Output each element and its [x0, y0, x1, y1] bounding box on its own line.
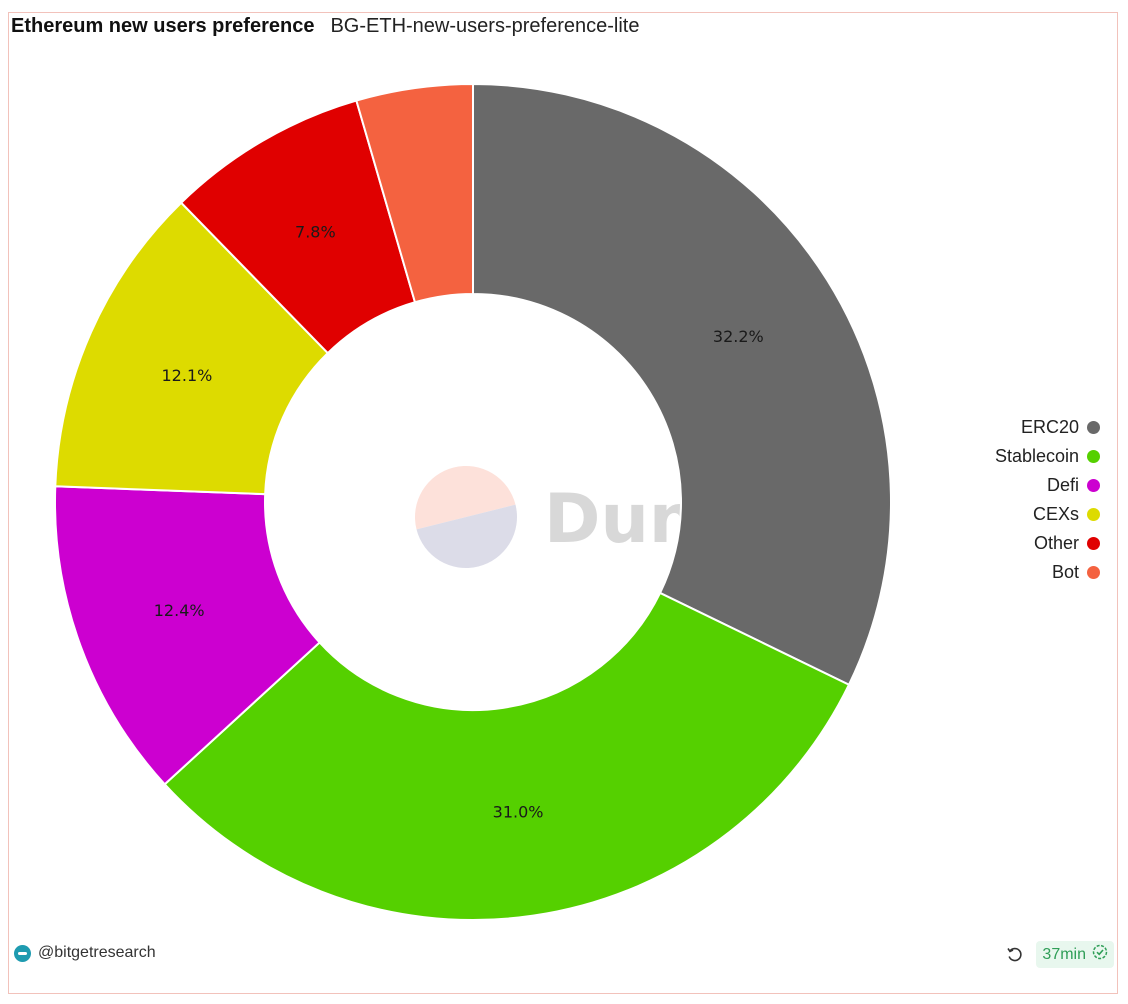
legend-item-bot[interactable]: Bot	[1052, 561, 1100, 583]
refresh-age-badge: 37min	[1036, 941, 1114, 968]
author-handle: @bitgetresearch	[38, 944, 156, 961]
slice-bot[interactable]	[355, 82, 474, 304]
author-link[interactable]: @bitgetresearch	[14, 944, 156, 962]
footer-status: 37min	[1004, 941, 1114, 968]
refresh-icon[interactable]	[1004, 944, 1026, 966]
dune-logo-bottom	[416, 504, 517, 568]
query-name[interactable]: BG-ETH-new-users-preference-lite	[330, 15, 640, 37]
legend-label: CEXs	[1032, 503, 1079, 524]
legend-color-dot	[1087, 536, 1100, 550]
legend-label: Defi	[1046, 474, 1079, 495]
slice-erc20[interactable]	[472, 82, 892, 687]
legend-label: Bot	[1051, 561, 1079, 582]
slice-label-stablecoin: 31.0%	[493, 803, 544, 822]
chart-header: Ethereum new users preference BG-ETH-new…	[11, 15, 639, 38]
legend-item-defi[interactable]: Defi	[1047, 474, 1100, 496]
legend-color-dot	[1087, 507, 1100, 521]
slice-label-erc20: 32.2%	[713, 327, 764, 346]
check-circle-icon	[1092, 944, 1108, 965]
legend-label: Stablecoin	[994, 445, 1079, 466]
slice-stablecoin[interactable]	[163, 591, 851, 921]
slice-defi[interactable]	[54, 485, 322, 786]
legend-item-other[interactable]: Other	[1034, 532, 1100, 554]
slice-label-cexs: 12.1%	[162, 366, 213, 385]
legend-item-stablecoin[interactable]: Stablecoin	[995, 445, 1100, 467]
slice-cexs[interactable]	[54, 201, 330, 496]
legend-item-erc20[interactable]: ERC20	[1021, 416, 1100, 438]
avatar	[14, 944, 31, 962]
chart-title: Ethereum new users preference	[11, 15, 315, 37]
dune-logo-top	[415, 466, 516, 530]
legend-color-dot	[1087, 420, 1100, 434]
refresh-age: 37min	[1042, 945, 1086, 963]
legend-label: Other	[1033, 532, 1079, 553]
legend-color-dot	[1087, 565, 1100, 579]
slice-label-defi: 12.4%	[154, 601, 205, 620]
legend-color-dot	[1087, 449, 1100, 463]
slice-label-other: 7.8%	[295, 223, 336, 242]
legend-item-cexs[interactable]: CEXs	[1033, 503, 1100, 525]
legend-label: ERC20	[1020, 416, 1079, 437]
chart-legend: ERC20 Stablecoin Defi CEXs Other Bot	[995, 416, 1100, 583]
legend-color-dot	[1087, 478, 1100, 492]
